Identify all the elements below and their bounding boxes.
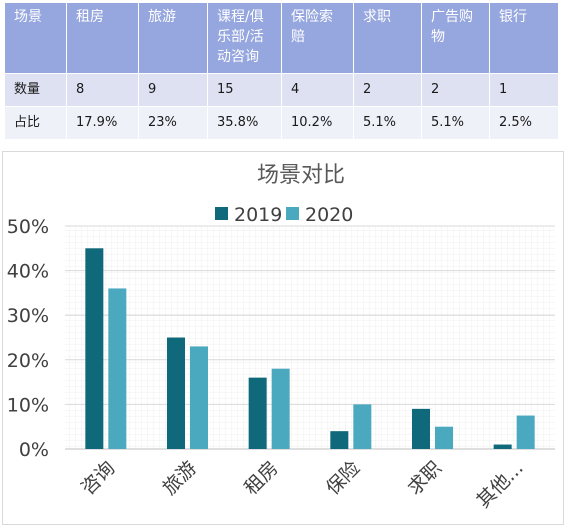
legend: 2019 2020: [215, 204, 353, 226]
y-tick-label: 20%: [7, 350, 49, 372]
plot-grid: [65, 226, 555, 449]
legend-swatch: [215, 207, 228, 220]
bar-2020-3: [353, 404, 372, 449]
table-cell: 2: [421, 73, 490, 107]
y-axis: 0% 10% 20% 30% 40% 50%: [7, 216, 49, 461]
table-header-row: 场景 租房 旅游 课程/俱乐部/活动咨询 保险索赔 求职 广告购物 银行: [4, 2, 559, 74]
table-header-cell: 旅游: [138, 2, 208, 74]
y-tick-label: 0%: [19, 439, 49, 461]
x-tick-label: 求职: [404, 457, 446, 499]
bar-2020-1: [190, 346, 208, 449]
chart-title: 场景对比: [257, 163, 345, 188]
x-axis: 咨询 旅游 租房 保险 求职 其他...: [77, 457, 528, 512]
table-cell: 4: [281, 73, 354, 107]
table-cell: 5.1%: [421, 106, 490, 140]
table-header-cell: 银行: [489, 2, 559, 74]
y-tick-label: 50%: [7, 216, 49, 238]
y-tick-label: 40%: [7, 261, 49, 283]
table-cell: 15: [207, 73, 282, 107]
table-cell: 2: [353, 73, 422, 107]
bar-2020-4: [435, 426, 453, 449]
bar-2019-0: [85, 248, 104, 449]
table-header-cell: 场景: [4, 2, 67, 74]
bar-2019-3: [330, 431, 349, 449]
scenario-table: 场景 租房 旅游 课程/俱乐部/活动咨询 保险索赔 求职 广告购物 银行 数量 …: [4, 2, 559, 140]
bar-2019-2: [248, 377, 267, 449]
table-header-cell: 保险索赔: [281, 2, 354, 74]
bar-2019-1: [167, 337, 185, 449]
x-tick-label: 其他...: [472, 457, 527, 512]
table-cell: 9: [138, 73, 208, 107]
table-cell: 10.2%: [281, 106, 354, 140]
table-cell: 35.8%: [207, 106, 282, 140]
y-tick-label: 30%: [7, 305, 49, 327]
table-cell: 1: [489, 73, 559, 107]
legend-swatch: [286, 207, 299, 220]
bars: [85, 248, 535, 449]
table-cell: 23%: [138, 106, 208, 140]
bar-2019-4: [412, 408, 430, 449]
legend-label: 2019: [234, 204, 282, 226]
x-tick-label: 旅游: [159, 457, 201, 499]
table-cell: 17.9%: [66, 106, 139, 140]
gridlines: [65, 225, 555, 450]
bar-chart: 场景对比 2019 2020 0% 10% 20% 30% 40% 50% 咨询 旅游 租房 保险…: [7, 163, 555, 512]
chart-container: 场景对比 2019 2020 0% 10% 20% 30% 40% 50% 咨询 旅游 租房 保险…: [2, 151, 564, 525]
table-row: 数量 8 9 15 4 2 2 1: [4, 73, 559, 107]
table-cell: 2.5%: [489, 106, 559, 140]
x-tick-label: 咨询: [77, 457, 119, 499]
table-cell: 数量: [4, 73, 67, 107]
legend-label: 2020: [305, 204, 353, 226]
bar-2019-5: [493, 444, 512, 449]
table-header-cell: 课程/俱乐部/活动咨询: [207, 2, 282, 74]
table-cell: 占比: [4, 106, 67, 140]
x-tick-label: 租房: [240, 457, 282, 499]
table-header-cell: 租房: [66, 2, 139, 74]
table-row: 占比 17.9% 23% 35.8% 10.2% 5.1% 5.1% 2.5%: [4, 106, 559, 140]
bar-2020-2: [271, 368, 290, 449]
y-tick-label: 10%: [7, 394, 49, 416]
table-cell: 5.1%: [353, 106, 422, 140]
bar-2020-0: [108, 288, 127, 449]
x-tick-label: 保险: [322, 457, 364, 499]
table-header-cell: 求职: [353, 2, 422, 74]
bar-2020-5: [516, 415, 535, 449]
table-header-cell: 广告购物: [421, 2, 490, 74]
table-cell: 8: [66, 73, 139, 107]
